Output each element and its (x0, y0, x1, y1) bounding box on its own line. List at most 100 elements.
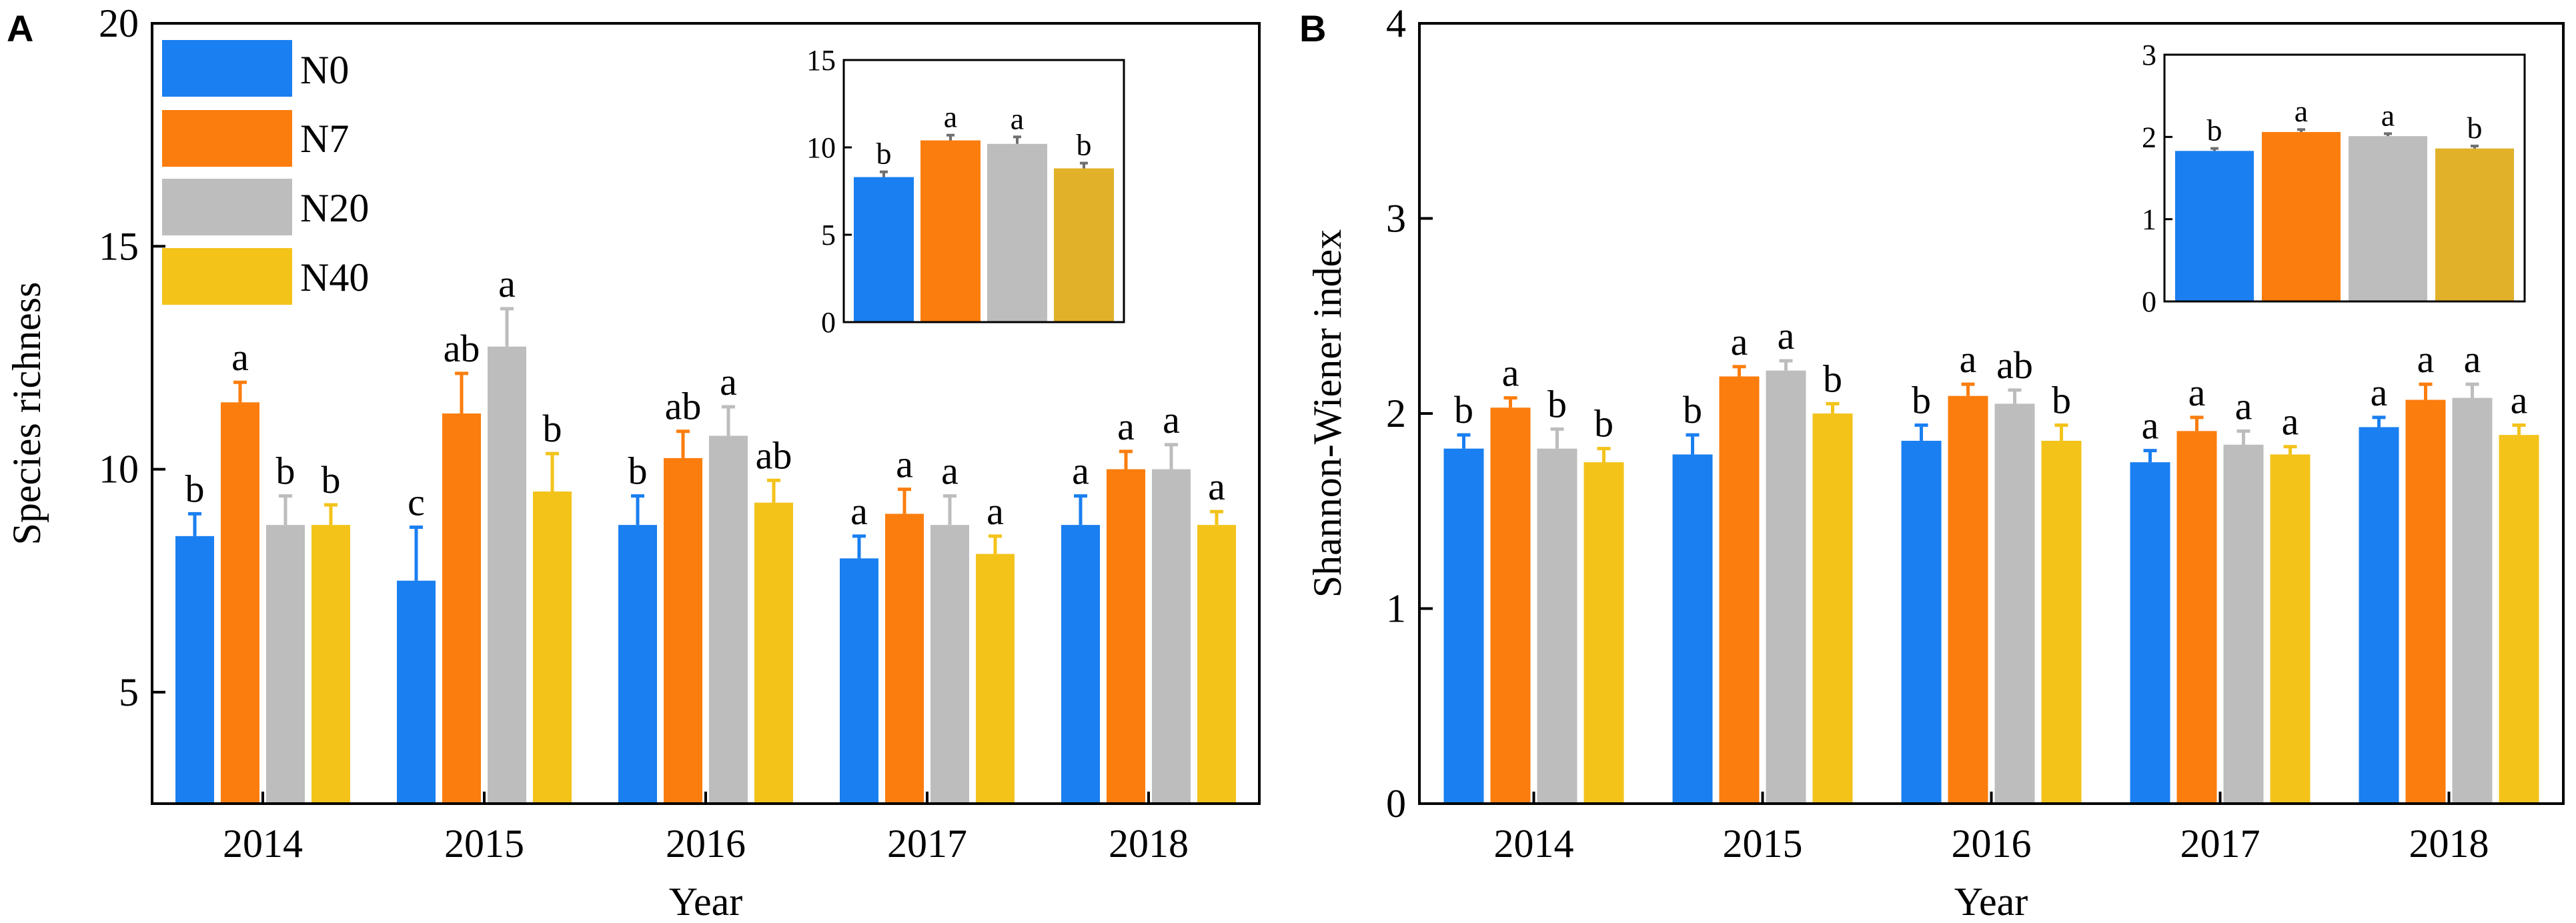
panel-a-bar-n0 (1061, 525, 1100, 804)
panel-b-bar-n40 (2270, 454, 2311, 804)
panel-a-bar-n0 (175, 536, 214, 804)
panel-a-significance-letter: a (231, 335, 249, 379)
panel-b-inset-bar-n7 (2262, 131, 2341, 301)
panel-b-inset: 0 1 2 3 b a a b (2142, 39, 2525, 318)
panel-a-significance-letter: a (987, 490, 1004, 533)
panel-b-bar-n20 (1994, 403, 2035, 804)
panel-a-significance-letter: a (896, 443, 913, 486)
panel-b-inset-frame (2163, 53, 2526, 303)
panel-b-inset-bar-n0 (2175, 151, 2254, 301)
panel-a-inset-bar-n20 (987, 143, 1047, 322)
panel-a-inset-ytick-label: 0 (821, 306, 836, 339)
panel-b-bar-n40 (1812, 413, 1853, 804)
panel-a-bar-n7 (664, 457, 702, 804)
panel-b-bar-n40 (2499, 435, 2539, 804)
panel-label-b: B (1299, 7, 1326, 49)
panel-a-bar-n40 (533, 492, 572, 804)
panel-a-bar-n7 (885, 514, 924, 804)
panel-b-significance-letter: a (2371, 371, 2388, 414)
panel-b-bar-n20 (2452, 397, 2493, 804)
panel-a-significance-letter: a (720, 360, 737, 403)
panel-b-xtick-label: 2018 (2409, 822, 2489, 866)
panel-label-a: A (7, 7, 33, 49)
panel-b-bar-n20 (2223, 444, 2264, 804)
panel-b-significance-letter: a (1960, 337, 1977, 381)
panel-b-xtick-label: 2014 (1494, 822, 1574, 866)
panel-a-inset-ytick-label: 15 (806, 44, 836, 77)
panel-b-ytick-label: 3 (1386, 197, 1406, 241)
panel-a-bar-n0 (618, 525, 657, 804)
panel-a-significance-letter: b (628, 449, 648, 493)
legend-label-n0: N0 (300, 48, 349, 92)
panel-b-xtick-label: 2017 (2180, 822, 2261, 866)
panel-b-significance-letter: b (1454, 388, 1473, 431)
panel-a-inset-frame (842, 59, 1125, 323)
panel-b-inset-significance-letter: a (2295, 94, 2308, 128)
panel-a-significance-letter: ab (756, 433, 792, 477)
panel-b-significance-letter: a (2417, 337, 2435, 381)
panel-a-bar-n20 (709, 435, 748, 804)
panel-b-ytick-label: 4 (1386, 1, 1406, 45)
panel-b-bar-n20 (1766, 370, 1806, 804)
panel-a-bar-n40 (754, 502, 793, 804)
panel-a-inset-significance-letter: b (1077, 128, 1092, 162)
panel-a-xtick-label: 2017 (887, 822, 967, 866)
panel-b-bar-n7 (1490, 407, 1531, 804)
panel-a-bar-n0 (397, 580, 436, 804)
panel-b-significance-letter: b (1547, 382, 1567, 425)
panel-a-xtick-label: 2016 (666, 822, 746, 866)
panel-a-significance-letter: a (850, 490, 868, 533)
panel-a-inset-significance-letter: b (876, 137, 892, 171)
panel-a-bar-n40 (311, 525, 350, 804)
panel-a-inset-ytick-label: 5 (821, 219, 836, 251)
legend-swatch-n0 (162, 40, 292, 97)
panel-a-ytick-label: 10 (99, 447, 139, 492)
panel-a-inset-significance-letter: a (1011, 101, 1024, 135)
panel-a-ytick-label: 20 (99, 1, 139, 45)
panel-a-significance-letter: a (1072, 449, 1089, 493)
panel-a-ylabel: Species richness (5, 282, 49, 546)
panel-b-significance-letter: a (2282, 400, 2299, 443)
panel-b-bar-n40 (2041, 440, 2082, 804)
panel-a-bar-n20 (930, 525, 969, 804)
panel-a-xtick-label: 2015 (444, 822, 524, 866)
panel-a-xtick-label: 2018 (1109, 822, 1189, 866)
legend-swatch-n20 (162, 179, 292, 235)
panel-b-bar-n0 (1443, 448, 1484, 804)
panel-b-significance-letter: a (1731, 320, 1748, 363)
panel-b-significance-letter: a (2235, 384, 2252, 427)
panel-a-significance-letter: b (321, 458, 341, 502)
panel-b-significance-letter: a (2511, 379, 2528, 422)
panel-b-inset-ytick-label: 2 (2142, 121, 2156, 153)
panel-b-xlabel: Year (1954, 880, 2028, 923)
panel-b-significance-letter: a (1502, 351, 1519, 395)
legend-label-n40: N40 (300, 255, 369, 299)
panel-a-significance-letter: a (1163, 398, 1180, 441)
panel-a-significance-letter: c (408, 480, 425, 524)
panel-b-inset-ytick-label: 0 (2142, 285, 2156, 318)
panel-b-bar-n7 (2176, 431, 2217, 804)
panel-a-bar-n7 (442, 413, 481, 804)
panel-a-inset-ytick-label: 10 (806, 131, 836, 164)
panel-a-bar-n7 (221, 402, 259, 804)
panel-b-bar-n0 (2359, 427, 2399, 804)
panel-b-significance-letter: b (2052, 379, 2071, 422)
panel-b-significance-letter: b (1823, 357, 1842, 400)
legend: N0 N7 N20 N40 (162, 40, 369, 305)
panel-a-bar-n0 (840, 558, 878, 804)
panel-a-significance-letter: a (498, 262, 516, 305)
panel-b-bar-n0 (1901, 440, 1942, 804)
panel-b-inset-significance-letter: b (2467, 111, 2483, 145)
panel-b-significance-letter: a (1778, 314, 1795, 357)
panel-b-significance-letter: a (2142, 404, 2159, 447)
panel-a-bar-n40 (1197, 525, 1236, 804)
panel-b-bar-n0 (1672, 454, 1713, 804)
panel-a-significance-letter: b (543, 407, 562, 450)
panel-a-ytick-label: 5 (119, 670, 139, 714)
panel-a-inset: 0 5 10 15 b a a b (806, 44, 1124, 339)
legend-label-n20: N20 (300, 186, 369, 230)
panel-a-significance-letter: a (941, 449, 958, 493)
